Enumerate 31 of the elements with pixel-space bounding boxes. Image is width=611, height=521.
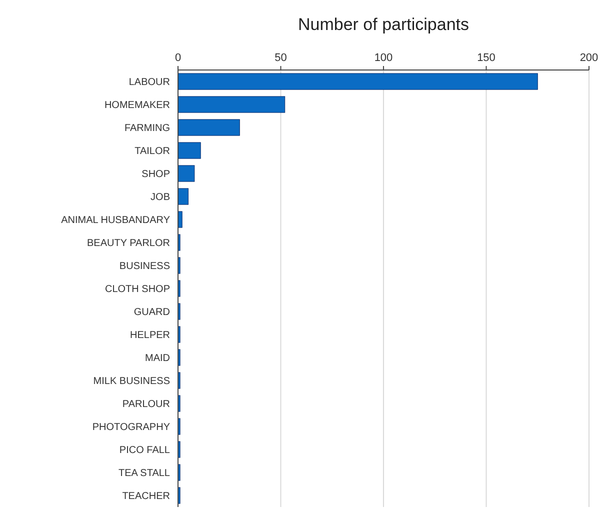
y-tick-label: TEACHER — [122, 491, 170, 502]
y-tick-label: TAILOR — [134, 146, 170, 157]
y-tick-label: BUSINESS — [119, 261, 170, 272]
bar — [178, 96, 286, 113]
y-tick-label: HOMEMAKER — [104, 100, 170, 111]
y-tick-label: HELPER — [130, 330, 170, 341]
x-tick-label: 0 — [174, 52, 182, 64]
x-tick-label: 100 — [374, 52, 393, 64]
y-tick-label: CLOTH SHOP — [104, 284, 170, 295]
y-tick-label: FARMING — [124, 123, 170, 134]
y-tick-label: TEA STALL — [118, 468, 170, 479]
y-tick-label: JOB — [150, 192, 170, 203]
y-tick-label: GUARD — [134, 307, 170, 318]
bar — [178, 142, 201, 159]
y-tick-label: MILK BUSINESS — [93, 376, 170, 387]
y-tick-label: MAID — [145, 353, 170, 364]
y-tick-label: BEAUTY PARLOR — [87, 238, 170, 249]
bar — [178, 188, 189, 205]
x-tick-label: 50 — [274, 52, 287, 64]
chart-title: Number of participants — [298, 15, 470, 34]
y-tick-label: ANIMAL HUSBANDARY — [61, 215, 170, 226]
x-tick-label: 150 — [477, 52, 496, 64]
bar — [178, 73, 538, 90]
y-tick-label: LABOUR — [128, 77, 170, 88]
bar — [178, 119, 240, 136]
bar — [178, 165, 195, 182]
y-tick-label: PHOTOGRAPHY — [92, 422, 170, 433]
y-tick-label: PICO FALL — [119, 445, 170, 456]
y-tick-label: SHOP — [142, 169, 170, 180]
y-tick-label: PARLOUR — [122, 399, 170, 410]
x-tick-label: 200 — [580, 52, 598, 64]
